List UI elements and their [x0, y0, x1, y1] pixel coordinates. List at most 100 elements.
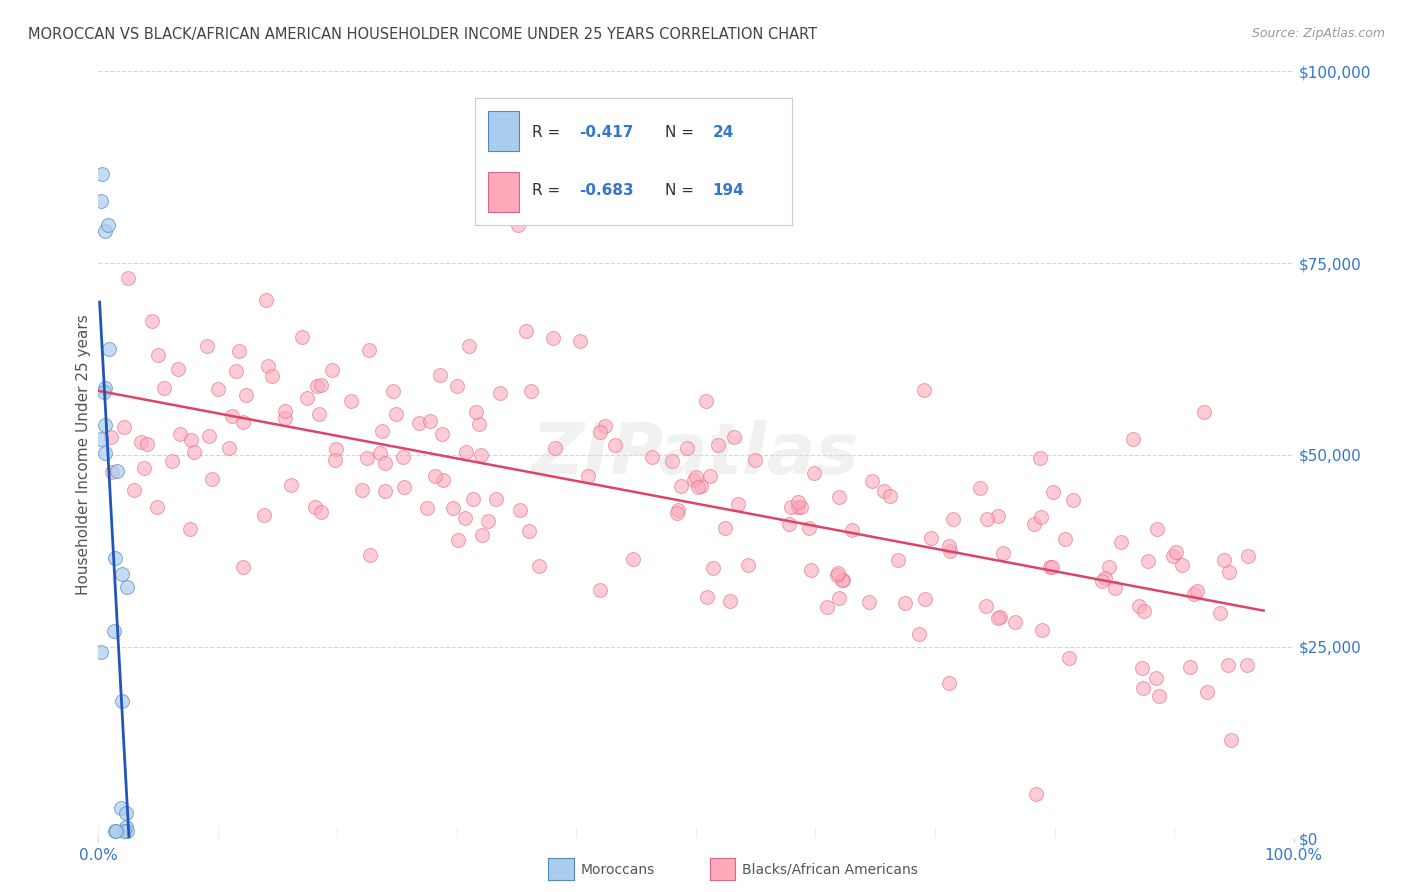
Point — [1218, 565, 1240, 579]
Point — [382, 384, 405, 398]
Point — [702, 561, 724, 575]
Text: MOROCCAN VS BLACK/AFRICAN AMERICAN HOUSEHOLDER INCOME UNDER 25 YEARS CORRELATION: MOROCCAN VS BLACK/AFRICAN AMERICAN HOUSE… — [28, 27, 817, 42]
Point — [146, 500, 169, 514]
Point — [942, 512, 965, 526]
Point — [1212, 553, 1234, 567]
Point — [225, 364, 247, 378]
Point — [368, 446, 391, 460]
Point — [374, 484, 396, 499]
Point — [419, 414, 441, 428]
Point — [1040, 560, 1063, 574]
Point — [593, 418, 616, 433]
Point — [718, 594, 741, 608]
Point — [235, 388, 257, 402]
Point — [111, 693, 134, 707]
Point — [737, 558, 759, 572]
Point — [221, 409, 243, 424]
Point — [1180, 660, 1202, 674]
Point — [488, 386, 510, 401]
Point — [1031, 623, 1053, 637]
Y-axis label: Householder Income Under 25 years: Householder Income Under 25 years — [76, 315, 91, 595]
Point — [1219, 732, 1241, 747]
Point — [685, 470, 707, 484]
Point — [110, 800, 132, 814]
Point — [894, 596, 917, 610]
Point — [1187, 583, 1209, 598]
Point — [696, 590, 718, 604]
Point — [1146, 672, 1168, 686]
Point — [969, 482, 991, 496]
Text: Source: ZipAtlas.com: Source: ZipAtlas.com — [1251, 27, 1385, 40]
Point — [976, 512, 998, 526]
Point — [485, 492, 508, 507]
Point — [115, 806, 138, 821]
Point — [1133, 604, 1156, 618]
Point — [295, 391, 318, 405]
Point — [392, 450, 415, 464]
Point — [1132, 681, 1154, 695]
Point — [723, 430, 745, 444]
Point — [800, 563, 823, 577]
Point — [423, 469, 446, 483]
Point — [101, 465, 124, 479]
Point — [468, 417, 491, 431]
Point — [93, 381, 115, 395]
Point — [699, 469, 721, 483]
Point — [991, 546, 1014, 560]
Point — [541, 331, 564, 345]
Point — [304, 500, 326, 515]
Point — [517, 524, 540, 538]
Point — [827, 566, 849, 581]
Point — [665, 506, 688, 520]
Point — [1147, 690, 1170, 704]
Point — [519, 384, 541, 398]
Point — [112, 420, 135, 434]
Point — [371, 424, 394, 438]
Point — [1039, 559, 1062, 574]
Point — [180, 433, 202, 447]
Point — [167, 361, 190, 376]
Point — [920, 531, 942, 545]
Point — [93, 384, 115, 399]
Point — [107, 464, 129, 478]
Point — [527, 558, 550, 573]
Point — [103, 624, 125, 638]
Point — [879, 489, 901, 503]
Point — [1128, 599, 1150, 613]
Point — [153, 381, 176, 395]
Point — [589, 425, 612, 439]
Point — [1194, 405, 1216, 419]
Point — [356, 451, 378, 466]
Point — [1146, 523, 1168, 537]
Point — [827, 591, 849, 606]
Point — [111, 567, 134, 582]
Point — [695, 393, 717, 408]
Point — [477, 514, 499, 528]
Point — [274, 404, 297, 418]
Point — [115, 580, 138, 594]
Point — [112, 823, 135, 838]
Point — [183, 444, 205, 458]
Point — [446, 533, 468, 547]
Point — [1237, 549, 1260, 563]
Point — [308, 407, 330, 421]
Point — [350, 483, 373, 497]
Point — [114, 820, 136, 834]
Point — [1094, 571, 1116, 585]
Point — [160, 454, 183, 468]
Point — [104, 823, 127, 838]
Point — [323, 453, 346, 467]
Point — [815, 599, 838, 614]
Point — [1171, 558, 1194, 573]
Point — [90, 432, 112, 446]
Point — [141, 313, 163, 327]
Point — [232, 416, 254, 430]
Point — [357, 343, 380, 358]
Point — [786, 495, 808, 509]
Point — [860, 474, 883, 488]
Point — [1029, 450, 1052, 465]
Point — [872, 483, 894, 498]
Point — [576, 468, 599, 483]
Point — [1137, 554, 1160, 568]
Point — [787, 500, 810, 514]
